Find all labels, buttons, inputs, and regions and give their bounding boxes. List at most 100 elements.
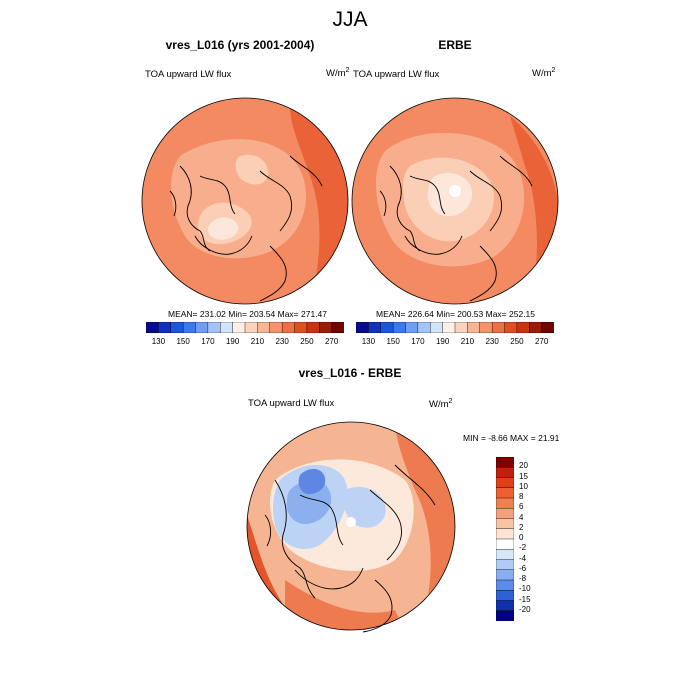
panel2-variable-label: TOA upward LW flux — [353, 69, 440, 80]
colorbar-box — [195, 322, 209, 333]
colorbar-tick-label: 170 — [411, 337, 425, 346]
colorbar-box — [220, 322, 234, 333]
panel2-title: ERBE — [438, 38, 472, 52]
colorbar-box — [405, 322, 419, 333]
colorbar-tick-label: 190 — [435, 337, 450, 346]
colorbar-tick-label: -2 — [519, 543, 527, 553]
colorbar-box — [331, 322, 344, 333]
colorbar-box — [170, 322, 184, 333]
colorbar-tick-label: -10 — [519, 584, 531, 594]
panel2-units: W/m2 — [532, 67, 556, 80]
panel2-colorbar-ticks: 130 150 170 190 210 230 250 270 — [356, 337, 554, 349]
colorbar-tick-label: 270 — [324, 337, 339, 346]
figure-title: JJA — [332, 8, 368, 31]
colorbar-tick-label: 4 — [519, 512, 524, 522]
colorbar-box — [380, 322, 394, 333]
panel3-colorbar-ticks: 20 15 10 8 6 4 2 0 -2 -4 -6 -8 -10 -15 -20 — [517, 457, 545, 621]
map-fill-coolest — [298, 468, 326, 495]
colorbar-box — [496, 457, 514, 468]
colorbar-tick-label: 15 — [519, 471, 528, 481]
colorbar-tick-label: 230 — [275, 337, 289, 346]
colorbar-box — [496, 569, 514, 581]
map-fill-light — [170, 139, 307, 259]
colorbar-tick-label: 130 — [361, 337, 376, 346]
colorbar-box — [269, 322, 283, 333]
colorbar-box — [430, 322, 444, 333]
colorbar-tick-label: -20 — [519, 604, 531, 614]
pole-blank — [346, 517, 356, 527]
colorbar-tick-label: 250 — [300, 337, 314, 346]
colorbar-box — [496, 508, 514, 520]
panel1-colorbar — [146, 322, 344, 333]
colorbar-box — [496, 497, 514, 509]
colorbar-box — [356, 322, 369, 333]
colorbar-tick-label: -8 — [519, 574, 527, 583]
colorbar-tick-label: -15 — [519, 594, 531, 604]
colorbar-box — [496, 528, 514, 540]
colorbar-tick-label: 10 — [519, 481, 528, 491]
map-fill-cooler — [286, 480, 332, 525]
colorbar-box — [491, 322, 506, 333]
map-fill-cool — [342, 486, 386, 528]
colorbar-tick-label: 210 — [460, 337, 475, 346]
colorbar-box — [319, 322, 333, 333]
colorbar-box — [182, 322, 197, 333]
colorbar-box — [496, 467, 514, 479]
map-fill-warm — [285, 580, 405, 630]
colorbar-box — [467, 322, 481, 333]
colorbar-box — [244, 322, 258, 333]
colorbar-box — [496, 600, 514, 612]
pole-blank — [449, 185, 461, 197]
colorbar-tick-label: 20 — [519, 461, 528, 471]
colorbar-box — [541, 322, 554, 333]
colorbar-tick-label: 270 — [534, 337, 549, 346]
panel3-title: vres_L016 - ERBE — [298, 366, 402, 380]
colorbar-box — [496, 559, 514, 571]
panel3-variable-label: TOA upward LW flux — [248, 398, 335, 409]
colorbar-tick-label: 190 — [225, 337, 240, 346]
coastlines — [379, 155, 533, 302]
map-fill-pale — [208, 217, 239, 240]
colorbar-box — [257, 322, 271, 333]
panel1-variable-label: TOA upward LW flux — [145, 69, 232, 80]
colorbar-box — [496, 579, 514, 591]
panel1-stats: MEAN= 231.02 Min= 203.54 Max= 271.47 — [168, 309, 328, 319]
panel1-colorbar-ticks: 130 150 170 190 210 230 250 270 — [146, 337, 344, 349]
colorbar-box — [232, 322, 246, 333]
panel1-polar-map — [141, 97, 349, 305]
colorbar-box — [281, 322, 296, 333]
colorbar-tick-label: 8 — [519, 492, 524, 501]
colorbar-tick-label: -6 — [519, 563, 527, 573]
panel2-colorbar — [356, 322, 554, 333]
colorbar-box — [207, 322, 221, 333]
colorbar-tick-label: 0 — [519, 533, 524, 542]
colorbar-box — [306, 322, 320, 333]
map-fill-pale — [427, 172, 473, 217]
panel3-units: W/m2 — [429, 398, 453, 411]
panel3-polar-map — [246, 421, 456, 633]
colorbar-tick-label: 130 — [151, 337, 166, 346]
colorbar-box — [496, 549, 514, 561]
coastlines — [264, 464, 436, 633]
colorbar-tick-label: 230 — [485, 337, 499, 346]
colorbar-tick-label: 6 — [519, 502, 524, 512]
colorbar-tick-label: 210 — [250, 337, 265, 346]
colorbar-tick-label: 150 — [386, 337, 400, 346]
colorbar-box — [454, 322, 468, 333]
colorbar-box — [496, 518, 514, 530]
colorbar-box — [529, 322, 543, 333]
colorbar-tick-label: 150 — [176, 337, 190, 346]
colorbar-tick-label: 2 — [519, 522, 524, 532]
colorbar-box — [294, 322, 308, 333]
panel3-stats: MIN = -8.66 MAX = 21.91 — [463, 433, 560, 443]
colorbar-box — [496, 477, 514, 489]
colorbar-box — [479, 322, 493, 333]
colorbar-box — [158, 322, 172, 333]
map-fill-lighter — [235, 154, 269, 185]
panel1-units: W/m2 — [326, 67, 350, 80]
panel2-polar-map — [351, 97, 559, 305]
colorbar-box — [146, 322, 159, 333]
panel2-stats: MEAN= 226.64 Min= 200.53 Max= 252.15 — [376, 309, 536, 319]
panel1-title: vres_L016 (yrs 2001-2004) — [165, 38, 315, 52]
colorbar-tick-label: 170 — [201, 337, 215, 346]
